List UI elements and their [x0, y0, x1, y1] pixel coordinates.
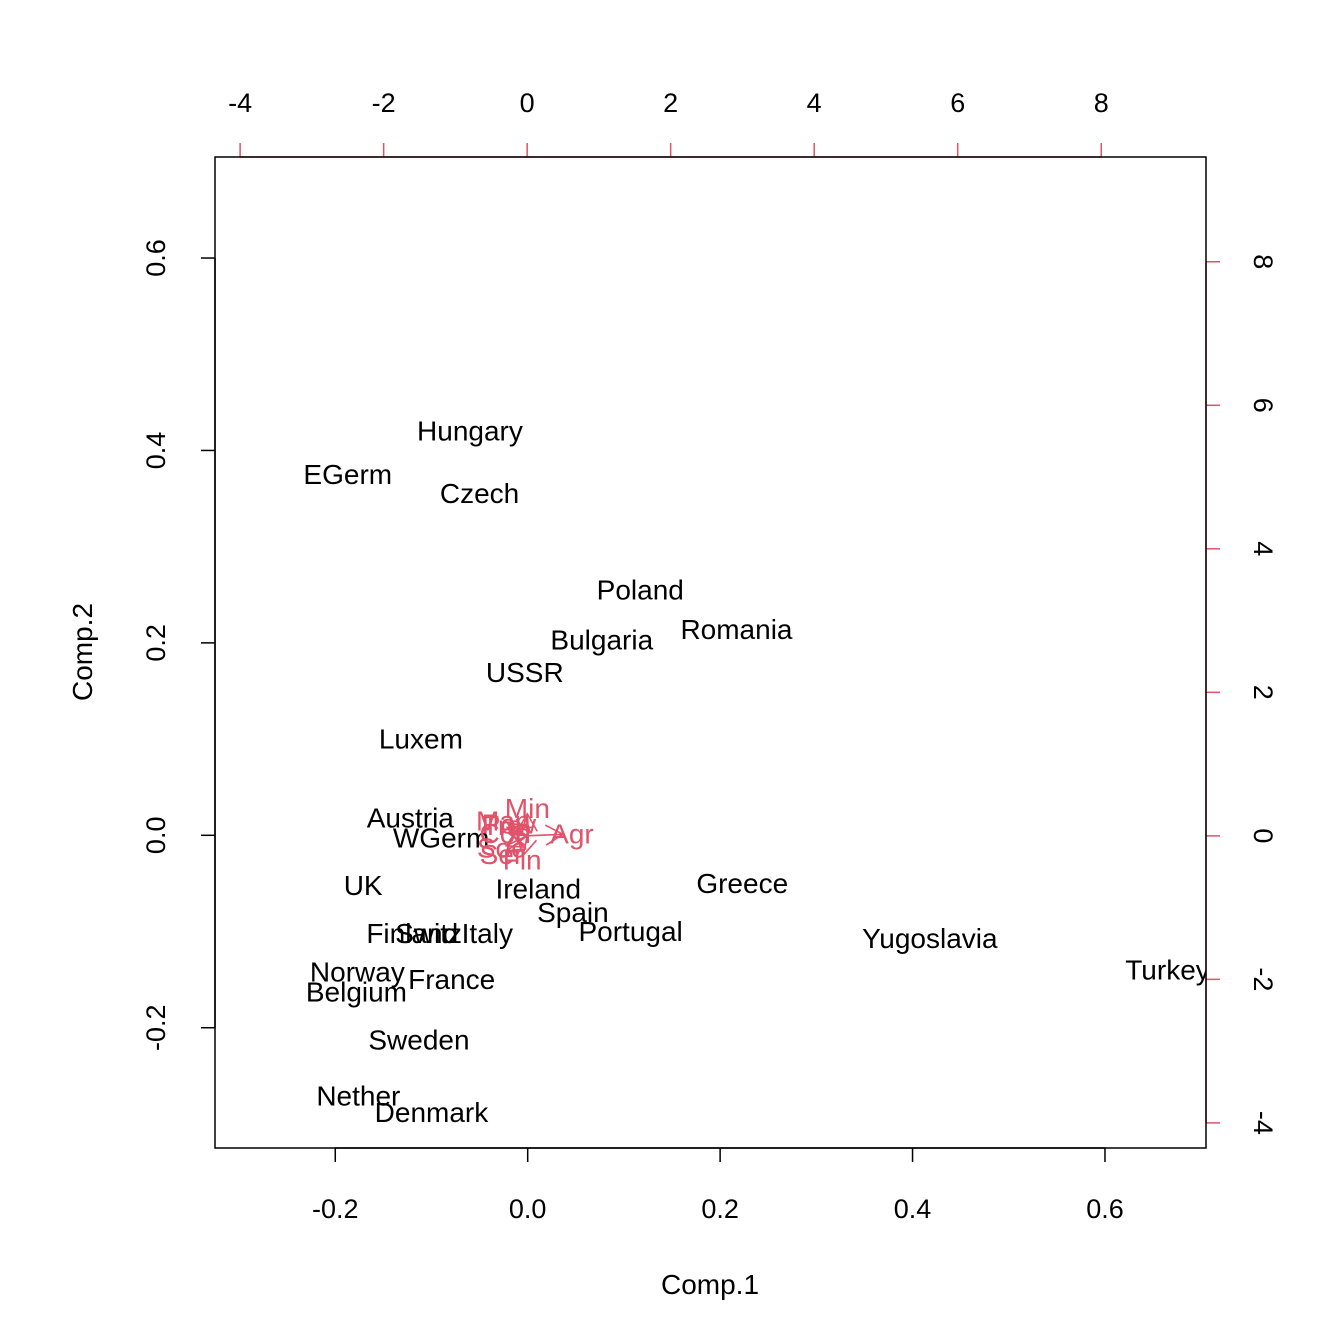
observation-label: Yugoslavia: [862, 923, 998, 954]
observation-labels: Hungary EGerm Czech Poland Romania BulgariaUS…: [303, 416, 1210, 1128]
variable-label: Fin: [503, 845, 542, 876]
observation-label: Bulgaria: [550, 624, 653, 655]
y-tick-label: 0.4: [141, 432, 171, 470]
y-tick-label: 0.0: [141, 817, 171, 855]
observation-label: Romania: [680, 614, 792, 645]
variable-label: Con: [480, 818, 531, 849]
plot-frame: [214, 156, 1207, 1149]
variable-label: Pow: [482, 809, 537, 840]
observation-label: Spain: [537, 897, 609, 928]
observation-label: Finland: [366, 918, 458, 949]
variable-label: Ser: [480, 839, 524, 870]
top-tick-label: 0: [520, 88, 535, 118]
right-tick-label: 6: [1248, 398, 1278, 413]
observation-label: Portugal: [578, 916, 682, 947]
observation-label: Switz: [395, 918, 462, 949]
observation-label: Denmark: [375, 1097, 490, 1128]
variable-label: Soc: [477, 833, 525, 864]
observation-label: Ireland: [495, 874, 581, 905]
observation-label: UK: [344, 870, 383, 901]
x-tick-label: 0.6: [1086, 1194, 1124, 1224]
x-tick-label: 0.0: [509, 1194, 547, 1224]
right-tick-label: 4: [1248, 541, 1278, 556]
observation-label: Poland: [597, 574, 684, 605]
top-tick-label: -4: [228, 88, 252, 118]
observation-label: France: [408, 964, 495, 995]
x-tick-label: -0.2: [312, 1194, 359, 1224]
right-tick-label: -2: [1248, 967, 1278, 991]
variable-arrow: [505, 824, 528, 844]
top-tick-label: 4: [807, 88, 822, 118]
y-axis-title: Comp.2: [67, 603, 98, 701]
observation-label: WGerm: [393, 823, 489, 854]
right-tick-label: 2: [1248, 685, 1278, 700]
right-tick-label: 8: [1248, 254, 1278, 269]
observation-label: Nether: [316, 1081, 400, 1112]
y-tick-label: -0.2: [141, 1004, 171, 1051]
x-axis-title: Comp.1: [661, 1269, 759, 1300]
top-tick-label: 2: [663, 88, 678, 118]
observation-label: Sweden: [368, 1025, 469, 1056]
variable-label: Man: [476, 805, 530, 836]
variable-label: Tra: [482, 810, 523, 841]
observation-label: USSR: [486, 657, 564, 688]
observation-label: Belgium: [306, 977, 407, 1008]
variable-arrows: [504, 812, 565, 857]
x-tick-label: 0.4: [894, 1194, 932, 1224]
observation-label: Hungary: [417, 416, 523, 447]
observation-label: EGerm: [303, 459, 392, 490]
right-tick-label: -4: [1248, 1111, 1278, 1135]
axes: -0.2 0.0 0.2 0.4 0.6 -0.2 0.0 0.2 0.4 0.6 -4 -2 0 2 4 6…: [141, 88, 1278, 1224]
observation-label: Norway: [310, 956, 405, 987]
observation-label: Austria: [367, 802, 455, 833]
observation-label: Turkey: [1125, 955, 1210, 986]
top-tick-label: -2: [372, 88, 396, 118]
observation-label: Czech: [440, 478, 519, 509]
observation-label: Italy: [462, 918, 513, 949]
x-tick-label: 0.2: [701, 1194, 739, 1224]
variable-label: Min: [505, 793, 550, 824]
observation-label: Luxem: [379, 724, 463, 755]
y-tick-label: 0.6: [141, 239, 171, 277]
right-tick-label: 0: [1248, 828, 1278, 843]
top-tick-label: 6: [950, 88, 965, 118]
observation-label: Greece: [696, 868, 788, 899]
variable-label: Agr: [550, 818, 594, 849]
variable-arrow: [527, 824, 565, 846]
y-tick-label: 0.2: [141, 624, 171, 662]
top-tick-label: 8: [1094, 88, 1109, 118]
